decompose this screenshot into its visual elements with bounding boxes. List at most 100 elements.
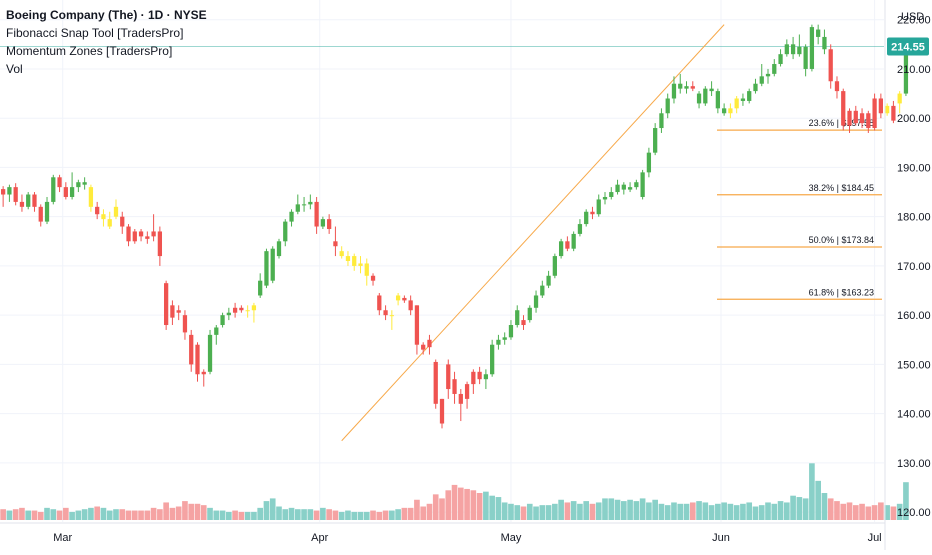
- candle-body: [145, 236, 150, 239]
- volume-bar: [595, 502, 602, 520]
- candle-body: [113, 206, 119, 217]
- candle-body: [446, 364, 451, 390]
- volume-bar: [194, 503, 201, 520]
- candle-body: [828, 49, 833, 82]
- candles: [1, 24, 909, 429]
- volume-bar: [771, 503, 778, 520]
- volume-bar: [219, 510, 226, 520]
- volume-bar: [664, 505, 671, 520]
- candle-body: [38, 206, 43, 222]
- candle-body: [790, 44, 796, 55]
- y-tick-label: 170.00: [897, 261, 931, 273]
- candle-body: [107, 219, 112, 227]
- candle-body: [841, 91, 846, 126]
- volume-bar: [470, 490, 477, 520]
- volume-bar: [658, 503, 665, 520]
- volume-bar: [31, 510, 38, 520]
- volume-bar: [620, 501, 627, 520]
- candle-body: [370, 275, 376, 281]
- volume-bar: [169, 507, 176, 520]
- candle-body: [678, 83, 683, 89]
- volume-bar: [44, 507, 50, 520]
- volume-bar: [401, 507, 408, 520]
- candle-body: [565, 241, 570, 249]
- volume-bar: [602, 498, 608, 520]
- volume-bar: [213, 510, 220, 520]
- volume-bar: [232, 510, 238, 520]
- candle-body: [728, 108, 733, 114]
- volume-bar: [94, 506, 100, 520]
- candle-body: [759, 76, 764, 84]
- x-tick-label: May: [501, 532, 522, 544]
- volume-bar: [589, 503, 596, 520]
- candle-body: [170, 305, 175, 318]
- y-tick-label: 210.00: [897, 64, 931, 76]
- volume-bar: [244, 511, 251, 520]
- candle-body: [803, 46, 808, 69]
- volume-bar: [878, 502, 884, 520]
- candle-body: [189, 334, 194, 365]
- volume-bar: [570, 501, 577, 520]
- volume-bar: [37, 511, 44, 520]
- volume-bar: [627, 499, 633, 520]
- candle-body: [352, 256, 357, 266]
- candle-body: [809, 27, 815, 69]
- candle-body: [13, 187, 18, 202]
- indicator-fibonacci[interactable]: Fibonacci Snap Tool [TradersPro]: [6, 26, 184, 40]
- candle-body: [301, 204, 307, 206]
- volume-bar: [834, 501, 840, 520]
- candle-body: [646, 152, 652, 173]
- candle-body: [464, 384, 470, 399]
- volume-bar: [715, 503, 721, 520]
- volume-bar: [131, 510, 138, 520]
- candle-body: [270, 248, 275, 281]
- candle-body: [427, 339, 432, 348]
- volume-bar: [12, 509, 19, 520]
- volume-bar: [251, 511, 257, 520]
- candle-body: [797, 46, 802, 55]
- volume-bar: [639, 498, 646, 520]
- volume-bar: [50, 509, 57, 520]
- volume-bar: [382, 510, 389, 520]
- candle-body: [627, 187, 633, 190]
- candle-body: [283, 221, 288, 242]
- y-tick-label: 150.00: [897, 359, 931, 371]
- x-tick-label: Jul: [868, 532, 882, 544]
- candle-body: [715, 91, 720, 109]
- volume-bar: [157, 509, 163, 520]
- volume-bar: [476, 493, 483, 520]
- y-tick-label: 180.00: [897, 212, 931, 224]
- candle-body: [76, 182, 81, 188]
- volume-bar: [608, 498, 615, 520]
- candle-body: [515, 310, 520, 326]
- volume-bar: [689, 502, 696, 520]
- fib-trend-line: [341, 24, 725, 442]
- volume-bar: [188, 503, 195, 520]
- candle-body: [602, 196, 608, 200]
- candle-body: [69, 187, 75, 197]
- volume-bar: [407, 507, 414, 520]
- volume-bar: [671, 502, 677, 520]
- symbol-title[interactable]: Boeing Company (The) · 1D · NYSE: [6, 8, 207, 22]
- candle-body: [772, 64, 777, 74]
- volume-bar: [106, 510, 113, 520]
- indicator-volume[interactable]: Vol: [6, 62, 23, 76]
- volume-bar: [583, 501, 590, 520]
- volume-bar: [677, 503, 684, 520]
- volume-bar: [840, 503, 847, 520]
- candle-body: [822, 36, 827, 50]
- volume-bar: [514, 505, 521, 520]
- volume-bar: [263, 501, 270, 520]
- y-tick-label: 190.00: [897, 162, 931, 174]
- volume-bar: [708, 505, 715, 520]
- candle-body: [490, 344, 495, 375]
- candle-body: [182, 315, 188, 333]
- volume-bar: [332, 510, 339, 520]
- candle-body: [859, 113, 865, 124]
- candle-body: [558, 241, 564, 257]
- volume-bar: [727, 503, 734, 520]
- candle-body: [684, 86, 689, 89]
- indicator-momentum[interactable]: Momentum Zones [TradersPro]: [6, 44, 173, 58]
